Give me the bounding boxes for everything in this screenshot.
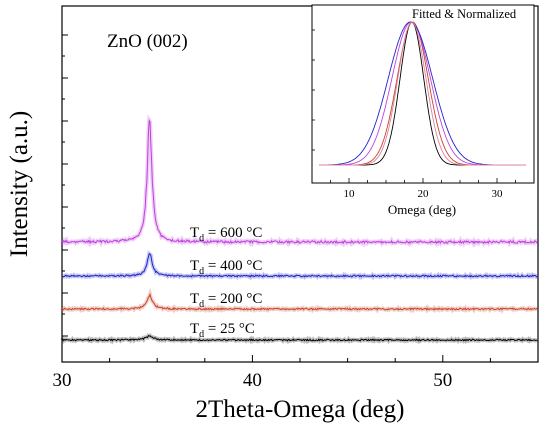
inset-plot-frame (311, 4, 535, 184)
inset-annotation: Fitted & Normalized (412, 7, 517, 21)
series-label: Td = 200 °C (190, 291, 262, 310)
main-x-tick-labels: 30 40 50 (53, 370, 453, 391)
x-tick-label: 40 (243, 370, 262, 391)
inset-x-tick-labels: 10 20 30 (344, 188, 504, 200)
series-line (61, 252, 538, 278)
x-tick-label: 30 (53, 370, 72, 391)
x-axis-label: 2Theta-Omega (deg) (196, 396, 405, 423)
series-line (61, 292, 538, 311)
series-line (61, 118, 538, 245)
inset-series-line (319, 21, 526, 166)
series-band (61, 250, 539, 281)
series-line (61, 335, 538, 342)
inset-x-tick-label: 10 (344, 188, 356, 200)
main-series-group (60, 114, 539, 345)
series-label: Td = 600 °C (190, 225, 262, 244)
series-band (60, 287, 538, 314)
inset-axis-ticks (312, 29, 516, 183)
main-axis-ticks (61, 34, 539, 362)
series-label: Td = 25 °C (190, 321, 255, 340)
inset-x-tick-label: 20 (418, 188, 430, 200)
series-label: Td = 400 °C (190, 258, 262, 277)
y-axis-label: Intensity (a.u.) (6, 111, 33, 257)
inset-x-axis-label: Omega (deg) (388, 202, 456, 217)
inset-series-group (319, 21, 526, 166)
main-series-labels: Td = 25 °C Td = 200 °C Td = 400 °C Td = 600… (190, 225, 262, 340)
inset-x-tick-label: 30 (492, 188, 504, 200)
peak-annotation: ZnO (002) (107, 31, 188, 52)
x-tick-label: 50 (433, 370, 452, 391)
